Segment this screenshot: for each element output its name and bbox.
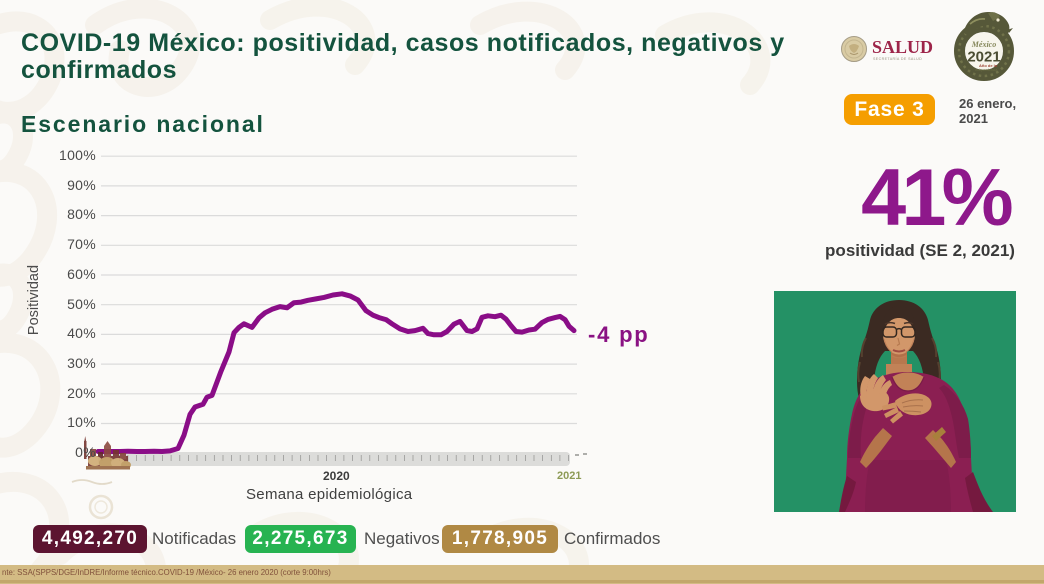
svg-text:SECRETARÍA DE SALUD: SECRETARÍA DE SALUD	[873, 57, 922, 61]
svg-text:SALUD: SALUD	[872, 37, 933, 57]
svg-text:2021: 2021	[967, 49, 1000, 66]
svg-text:Año de la: Año de la	[979, 63, 998, 68]
svg-text:México: México	[971, 40, 996, 49]
svg-text:Independencia: Independencia	[975, 68, 997, 72]
